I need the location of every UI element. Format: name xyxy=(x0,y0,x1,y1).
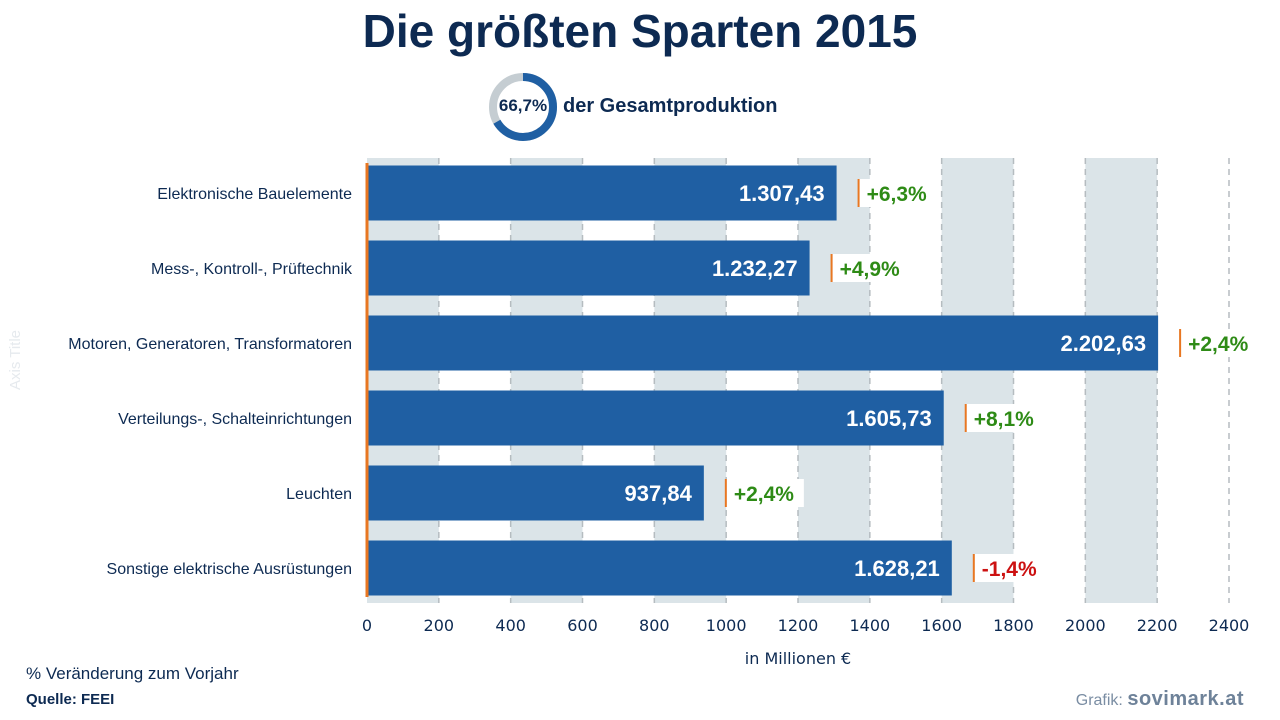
grid-band xyxy=(367,158,439,603)
x-tick-label: 1600 xyxy=(921,616,962,635)
change-note: % Veränderung zum Vorjahr xyxy=(26,664,239,683)
bar xyxy=(367,165,837,221)
grid-band xyxy=(798,158,870,603)
change-label-bg xyxy=(965,404,1044,432)
x-tick-label: 400 xyxy=(495,616,526,635)
bar-value-label: 1.605,73 xyxy=(846,406,932,431)
category-label: Mess-, Kontroll-, Prüftechnik xyxy=(151,261,353,278)
bar-value-label: 937,84 xyxy=(625,481,693,506)
change-label-bg xyxy=(1180,329,1259,357)
x-tick-label: 1200 xyxy=(778,616,819,635)
bar-value-label: 1.307,43 xyxy=(739,181,825,206)
category-label: Verteilungs-, Schalteinrichtungen xyxy=(118,411,352,428)
category-label: Motoren, Generatoren, Transformatoren xyxy=(68,336,352,353)
share-donut-icon xyxy=(489,73,557,141)
source: Quelle: FEEI xyxy=(26,691,115,708)
change-label-bg xyxy=(973,554,1052,582)
x-tick-label: 0 xyxy=(362,616,372,635)
x-tick-label: 600 xyxy=(567,616,598,635)
share-value: 66,7% xyxy=(498,96,548,115)
share-label: der Gesamtproduktion xyxy=(563,95,778,117)
category-label: Sonstige elektrische Ausrüstungen xyxy=(107,561,352,578)
change-label: +4,9% xyxy=(840,258,900,281)
bar-value-label: 1.232,27 xyxy=(712,256,798,281)
bar xyxy=(367,465,704,521)
bar xyxy=(367,390,944,446)
x-tick-label: 1800 xyxy=(993,616,1034,635)
credit-brand: sovimark.at xyxy=(1127,688,1244,710)
y-axis-title: Axis Title xyxy=(7,330,24,390)
bar-value-label: 2.202,63 xyxy=(1060,331,1146,356)
x-tick-label: 200 xyxy=(424,616,455,635)
bar xyxy=(367,240,810,296)
x-tick-label: 2200 xyxy=(1137,616,1178,635)
change-label-bg xyxy=(725,479,804,507)
change-label: +2,4% xyxy=(734,483,794,506)
grid-band xyxy=(510,158,583,603)
x-axis-title: in Millionen € xyxy=(745,649,851,668)
credit-prefix: Grafik: xyxy=(1075,692,1123,709)
x-tick-label: 800 xyxy=(639,616,670,635)
change-label: +2,4% xyxy=(1188,333,1248,356)
change-label-bg xyxy=(858,179,937,207)
bar xyxy=(367,540,952,596)
x-tick-label: 2000 xyxy=(1065,616,1106,635)
bar-value-label: 1.628,21 xyxy=(854,556,940,581)
chart-title: Die größten Sparten 2015 xyxy=(362,5,918,57)
share-donut-fill xyxy=(489,73,557,141)
bar xyxy=(367,315,1159,371)
credit: Grafik: sovimark.at xyxy=(1076,688,1244,711)
change-label: -1,4% xyxy=(982,558,1037,581)
x-tick-label: 1400 xyxy=(849,616,890,635)
change-label: +8,1% xyxy=(974,408,1034,431)
grid-band xyxy=(941,158,1014,603)
category-label: Elektronische Bauelemente xyxy=(157,186,352,203)
category-label: Leuchten xyxy=(286,486,352,503)
x-tick-label: 2400 xyxy=(1209,616,1250,635)
grid-band xyxy=(1085,158,1158,603)
x-tick-label: 1000 xyxy=(706,616,747,635)
change-label: +6,3% xyxy=(867,183,927,206)
grid-band xyxy=(654,158,727,603)
change-label-bg xyxy=(831,254,910,282)
